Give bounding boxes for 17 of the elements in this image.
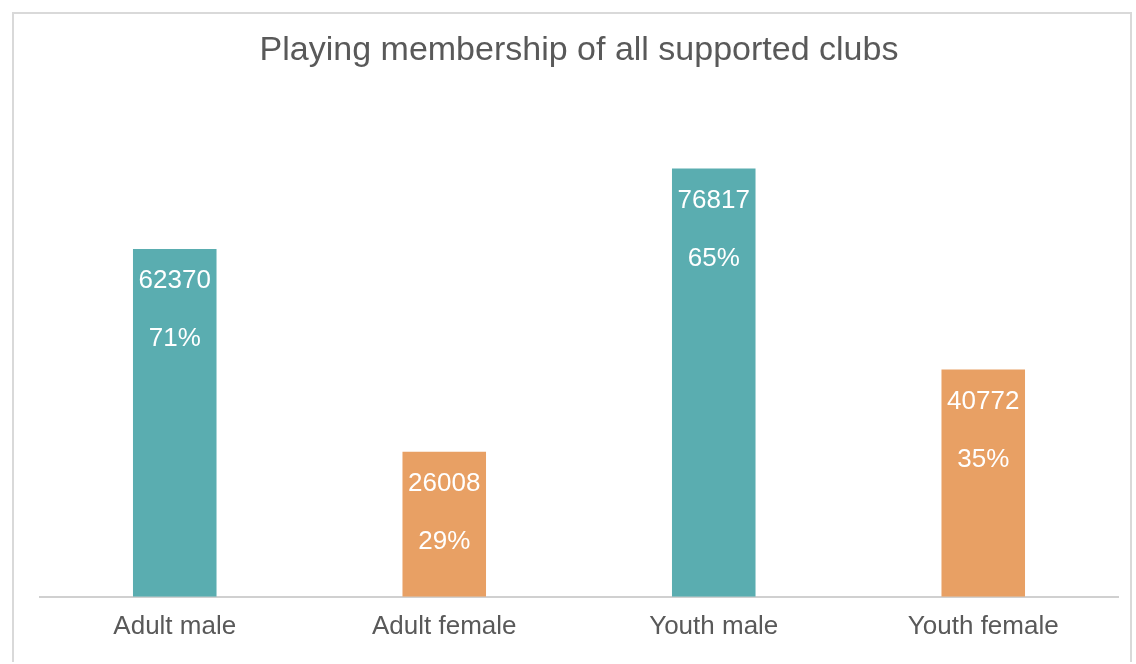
data-label: 26008 xyxy=(408,466,481,497)
annotation: 35% xyxy=(957,442,1010,473)
data-label: 76817 xyxy=(677,183,750,214)
bar xyxy=(671,168,756,597)
annotation: 29% xyxy=(418,524,471,555)
annotation: 71% xyxy=(148,322,201,353)
x-tick-label: Adult female xyxy=(371,609,517,640)
chart-title: Playing membership of all supported clubs xyxy=(259,28,899,67)
annotation: 65% xyxy=(687,241,740,272)
x-tick-label: Youth female xyxy=(907,609,1059,640)
bar xyxy=(402,451,487,597)
data-label: 62370 xyxy=(138,264,211,295)
x-tick-label: Adult male xyxy=(113,609,237,640)
x-tick-label: Youth male xyxy=(649,609,779,640)
data-label: 40772 xyxy=(947,384,1020,415)
bar xyxy=(941,369,1026,597)
bar xyxy=(132,249,217,597)
